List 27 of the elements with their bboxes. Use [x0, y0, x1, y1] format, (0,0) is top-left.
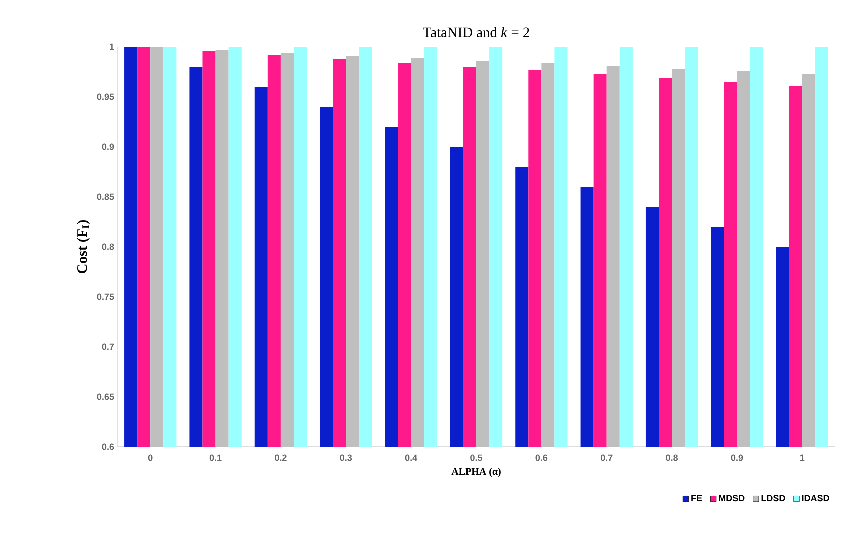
legend-label: FE [692, 495, 702, 502]
y-tick-label: 0.9 [102, 144, 114, 150]
y-tick-label: 0.85 [97, 194, 114, 200]
y-tick-label: 1 [110, 44, 114, 50]
y-tick-label: 0.75 [97, 294, 114, 300]
legend-label: LDSD [762, 495, 786, 502]
x-tick-label: 0.5 [470, 454, 483, 462]
x-tick-label: 0.4 [405, 454, 418, 462]
x-tick-label: 0.8 [666, 454, 678, 462]
x-tick-label: 0.9 [731, 454, 744, 462]
x-tick-label: 0.6 [536, 454, 548, 462]
x-axis-title: ALPHA (α) [452, 468, 501, 478]
chart-title: TataNID and k = 2 [423, 27, 530, 38]
y-tick-label: 0.95 [97, 94, 114, 100]
x-tick-label: 0.1 [210, 454, 222, 462]
legend-label: IDASD [802, 495, 830, 502]
x-tick-label: 1 [800, 454, 805, 461]
x-tick-label: 0.2 [275, 454, 287, 462]
y-axis-title: Cost (F$_{I}$) [77, 220, 90, 274]
y-tick-label: 0.6 [102, 444, 114, 450]
y-tick-label: 0.8 [102, 244, 114, 250]
x-tick-label: 0.7 [600, 454, 613, 462]
y-tick-label: 0.7 [102, 344, 114, 350]
legend-label: MDSD [719, 495, 745, 502]
y-tick-label: 0.65 [97, 394, 114, 400]
x-tick-label: 0.3 [340, 454, 352, 462]
x-tick-label: 0 [148, 454, 153, 462]
